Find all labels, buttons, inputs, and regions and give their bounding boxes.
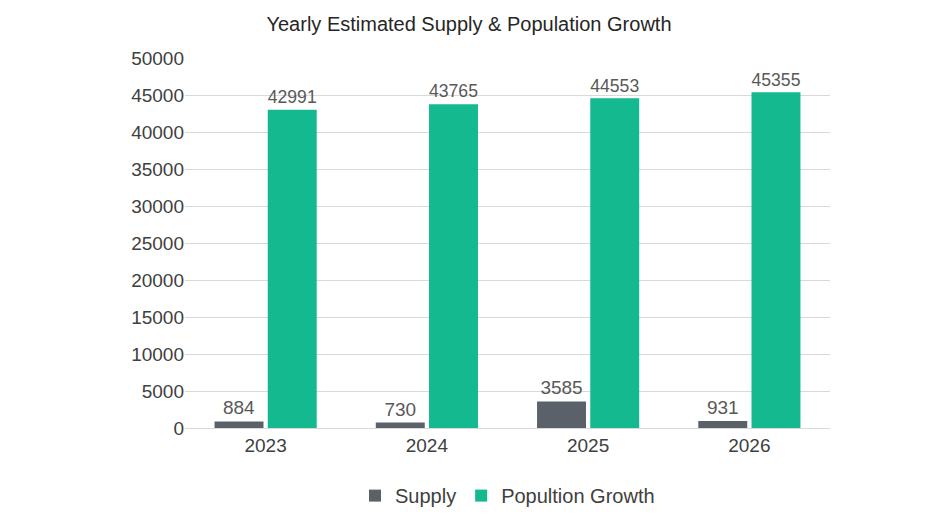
svg-text:15000: 15000 [131,307,184,328]
svg-text:884: 884 [223,397,255,418]
svg-text:Popultion Growth: Popultion Growth [501,485,654,507]
svg-text:45355: 45355 [752,70,801,90]
svg-text:44553: 44553 [590,76,639,96]
svg-text:3585: 3585 [540,377,582,398]
svg-text:2024: 2024 [406,435,449,456]
svg-text:10000: 10000 [131,344,184,365]
svg-text:2025: 2025 [567,435,609,456]
svg-text:5000: 5000 [142,381,184,402]
svg-text:0: 0 [173,418,184,439]
svg-text:43765: 43765 [429,81,478,101]
svg-text:730: 730 [384,399,416,420]
svg-text:25000: 25000 [131,233,184,254]
svg-text:931: 931 [707,397,739,418]
svg-text:Yearly Estimated Supply & Popu: Yearly Estimated Supply & Population Gro… [266,13,671,35]
svg-text:50000: 50000 [131,48,184,69]
svg-text:30000: 30000 [131,196,184,217]
svg-text:2026: 2026 [728,435,770,456]
svg-text:42991: 42991 [268,87,317,107]
svg-text:Supply: Supply [395,485,456,507]
svg-text:20000: 20000 [131,270,184,291]
svg-text:2023: 2023 [244,435,286,456]
svg-text:45000: 45000 [131,85,184,106]
svg-text:40000: 40000 [131,122,184,143]
svg-text:35000: 35000 [131,159,184,180]
